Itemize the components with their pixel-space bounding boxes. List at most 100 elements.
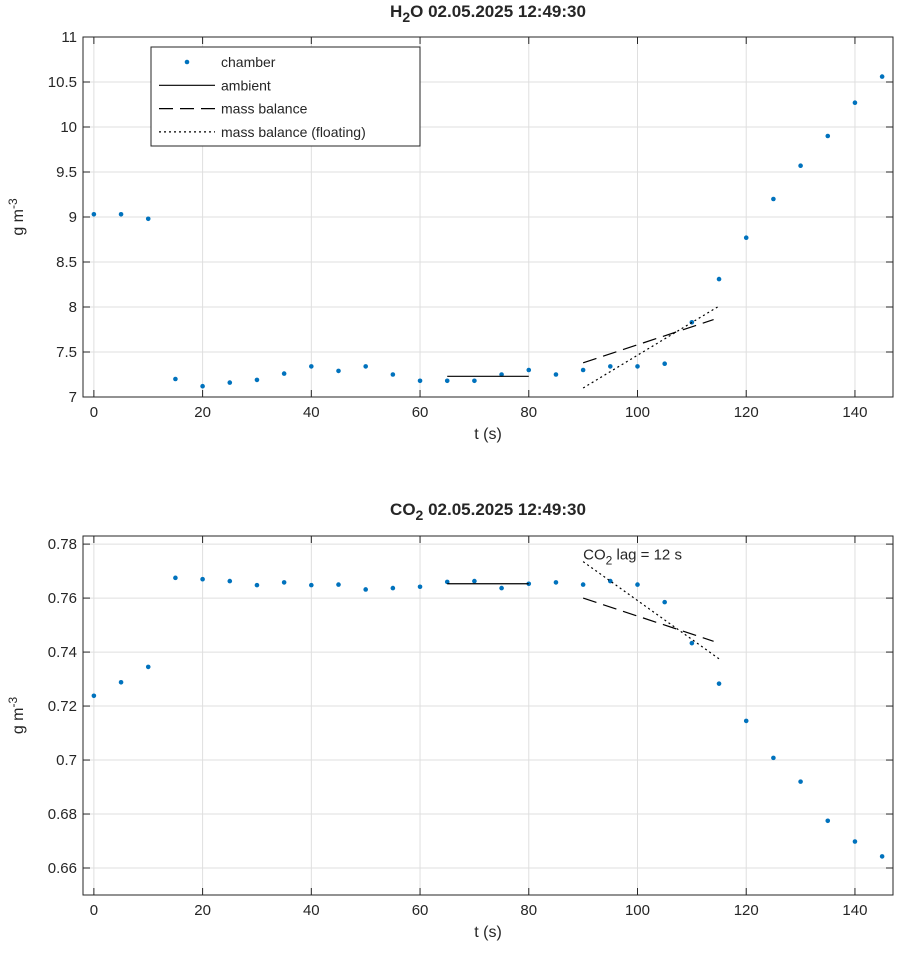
legend-marker-dot <box>184 59 190 65</box>
data-point-chamber <box>227 380 233 385</box>
x-tick-label: 100 <box>625 404 650 421</box>
x-tick-label: 20 <box>194 404 211 421</box>
data-point-chamber <box>417 378 423 384</box>
legend-label: mass balance (floating) <box>221 124 366 140</box>
y-tick-label: 0.74 <box>48 644 77 661</box>
mass-balance-line <box>582 597 714 642</box>
annotation-species: CO <box>583 547 606 564</box>
y-tick-label: 8 <box>69 299 77 316</box>
lag-annotation: CO2 lag = 12 s <box>583 547 682 568</box>
data-point-chamber <box>390 372 396 377</box>
x-tick-label: 0 <box>90 902 98 919</box>
mass-balance-floating--line <box>582 561 720 660</box>
data-point-chamber <box>526 367 532 373</box>
data-point-chamber <box>798 779 803 784</box>
data-point-chamber <box>852 839 858 844</box>
mass-balance-line <box>582 319 714 364</box>
data-point-chamber <box>580 582 586 587</box>
data-point-chamber <box>363 364 368 369</box>
data-point-chamber <box>580 367 586 373</box>
data-point-chamber <box>825 133 831 139</box>
data-point-chamber <box>118 212 124 217</box>
title-species: CO <box>390 500 416 519</box>
data-point-chamber <box>200 576 205 582</box>
y-label-base: g m <box>10 209 27 236</box>
data-point-chamber <box>173 575 178 581</box>
data-point-chamber <box>444 378 450 384</box>
chart-panel-1: 0 20 40 60 80 100 120 140 7 7.5 8 8.5 9 9.5 10 10.5 11 H2… <box>6 2 894 443</box>
y-axis-label: g m-3 <box>6 198 27 236</box>
data-point-chamber <box>689 320 695 325</box>
legend: chamber ambient mass balance mass balance (… <box>150 46 421 147</box>
data-point-chamber <box>281 371 287 376</box>
data-point-chamber <box>309 582 314 588</box>
data-point-chamber <box>825 818 831 824</box>
data-point-chamber <box>662 599 667 605</box>
y-label-superscript: -3 <box>6 697 20 708</box>
y-tick-label: 9 <box>69 209 77 226</box>
data-point-chamber <box>716 681 722 686</box>
data-point-chamber <box>336 582 341 587</box>
data-point-chamber <box>852 100 858 105</box>
data-point-chamber <box>635 582 640 587</box>
y-axis-label: g m-3 <box>6 697 27 735</box>
data-point-chamber <box>227 578 233 584</box>
data-point-chamber <box>254 377 260 383</box>
x-tick-label: 40 <box>303 404 320 421</box>
legend-box <box>150 46 421 147</box>
x-tick-label: 140 <box>842 902 867 919</box>
x-tick-label: 80 <box>520 902 537 919</box>
legend-label: chamber <box>221 54 276 70</box>
data-point-chamber <box>472 378 477 384</box>
data-point-chamber <box>472 578 477 584</box>
data-point-chamber <box>118 679 124 685</box>
y-tick-label: 0.66 <box>48 860 77 877</box>
x-tick-label: 80 <box>520 404 537 421</box>
chart-panel-2: 0 20 40 60 80 100 120 140 0.66 0.68 0.7 0.72 0.74 0.7… <box>6 500 894 941</box>
y-label-superscript: -3 <box>6 198 20 209</box>
data-point-chamber <box>91 693 97 699</box>
data-point-chamber <box>200 383 205 389</box>
title-subscript: 2 <box>416 507 424 523</box>
data-point-chamber <box>444 579 450 585</box>
data-point-chamber <box>798 163 803 168</box>
data-point-chamber <box>771 196 776 202</box>
y-tick-label: 7 <box>69 389 77 406</box>
annotation-subscript: 2 <box>606 554 613 568</box>
x-tick-label: 0 <box>90 404 98 421</box>
data-point-chamber <box>390 585 396 591</box>
y-tick-label: 9.5 <box>56 164 77 181</box>
data-point-chamber <box>254 582 260 588</box>
x-axis-label: t (s) <box>474 924 502 941</box>
data-point-chamber <box>417 584 423 590</box>
data-point-chamber <box>145 664 151 670</box>
y-tick-label: 0.7 <box>56 752 77 769</box>
data-point-chamber <box>145 216 151 222</box>
y-tick-label: 0.68 <box>48 806 77 823</box>
data-point-chamber <box>879 854 885 859</box>
data-point-chamber <box>553 372 559 377</box>
legend-label: mass balance <box>221 101 308 117</box>
plot-frame <box>82 535 894 896</box>
chart-title: H2O 02.05.2025 12:49:30 <box>390 2 586 25</box>
y-tick-label: 10 <box>60 119 77 136</box>
data-point-chamber <box>553 580 559 585</box>
data-point-chamber <box>689 640 695 646</box>
x-tick-label: 120 <box>734 404 759 421</box>
y-tick-label: 0.78 <box>48 536 77 553</box>
x-tick-label: 60 <box>412 902 429 919</box>
x-tick-label: 60 <box>412 404 429 421</box>
data-point-chamber <box>716 276 722 282</box>
y-tick-label: 11 <box>61 29 77 46</box>
data-point-chamber <box>743 718 749 724</box>
data-point-chamber <box>499 372 504 377</box>
x-tick-label: 40 <box>303 902 320 919</box>
x-axis-label: t (s) <box>474 426 502 443</box>
title-species: H <box>390 2 402 21</box>
mass-balance-floating--line <box>582 305 720 389</box>
data-point-chamber <box>608 364 613 369</box>
y-tick-label: 10.5 <box>48 74 77 91</box>
title-text: O 02.05.2025 12:49:30 <box>410 2 586 21</box>
data-point-chamber <box>309 364 314 369</box>
x-tick-label: 120 <box>734 902 759 919</box>
